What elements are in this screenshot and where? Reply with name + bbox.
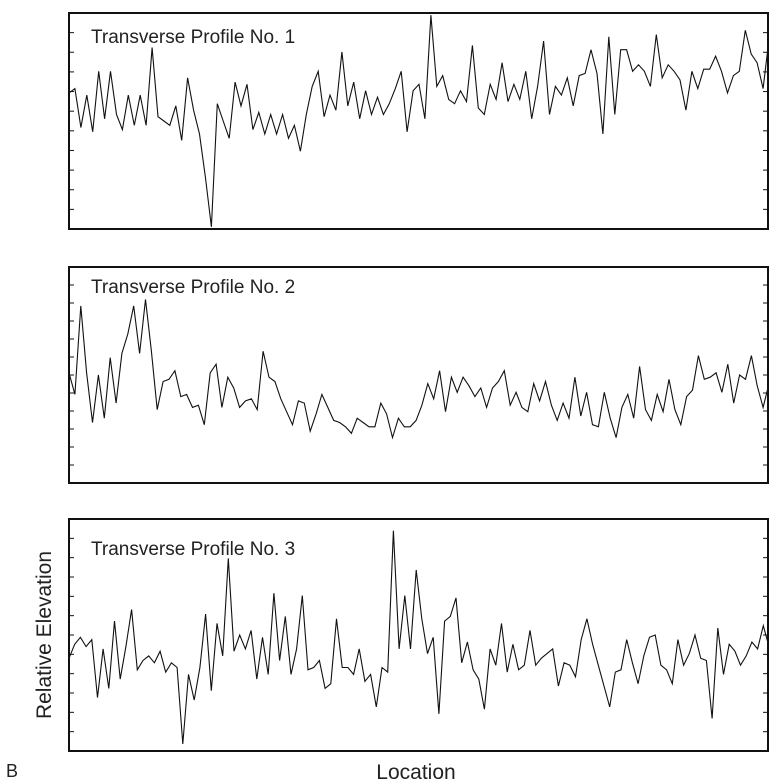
panel-3: Transverse Profile No. 3: [68, 518, 769, 752]
panel-3-title: Transverse Profile No. 3: [91, 539, 295, 560]
panel-3-series-line: [68, 530, 769, 745]
panel-1-title: Transverse Profile No. 1: [91, 27, 295, 48]
panel-2: Transverse Profile No. 2: [68, 266, 769, 484]
panel-1: Transverse Profile No. 1: [68, 12, 769, 230]
x-axis-label: Location: [376, 761, 455, 782]
y-axis-label: Relative Elevation: [33, 551, 56, 719]
panel-3-frame: [68, 518, 769, 752]
panel-1-frame: [68, 12, 769, 230]
panel-letter: B: [6, 761, 18, 781]
panel-2-series-line: [68, 299, 769, 440]
panel-1-series-line: [68, 15, 769, 227]
panel-2-frame: [68, 266, 769, 484]
panel-2-title: Transverse Profile No. 2: [91, 277, 295, 298]
